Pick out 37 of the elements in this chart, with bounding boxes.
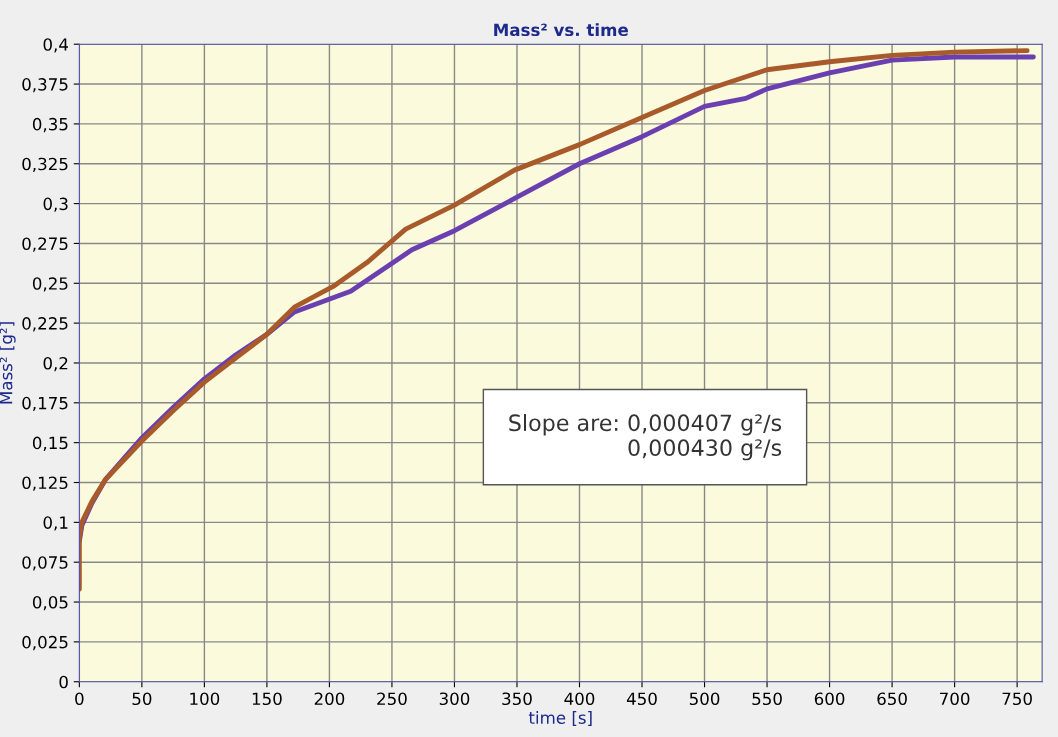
x-tick-label: 400: [564, 692, 595, 706]
x-tick-label: 550: [752, 692, 782, 706]
y-tick-label: 0,3: [43, 197, 68, 212]
y-tick-label: 0,125: [22, 476, 68, 491]
x-tick-label: 350: [502, 692, 532, 706]
y-tick-label: 0,25: [32, 277, 68, 292]
x-axis-title: time [s]: [528, 711, 592, 726]
y-tick-label: 0,2: [43, 356, 68, 372]
x-tick-label: 0: [75, 692, 84, 706]
x-tick-label: 150: [252, 692, 282, 706]
x-tick-label: 300: [439, 692, 470, 706]
x-tick-label: 200: [314, 692, 345, 706]
y-tick-label: 0,325: [22, 157, 68, 173]
x-tick-label: 250: [377, 692, 407, 706]
y-tick-label: 0,35: [32, 117, 68, 133]
x-tick-label: 600: [814, 692, 845, 706]
y-axis-title: Mass² [g²]: [0, 322, 16, 404]
y-tick-label: 0,225: [22, 317, 68, 332]
y-tick-label: 0,375: [22, 78, 68, 93]
y-tick-label: 0,4: [43, 38, 68, 53]
y-tick-label: 0,1: [43, 516, 68, 531]
x-tick-label: 450: [626, 692, 657, 706]
x-tick-label: 650: [877, 692, 907, 706]
y-tick-label: 0,15: [32, 436, 68, 451]
x-tick-label: 500: [689, 692, 720, 706]
x-tick-label: 100: [190, 692, 220, 706]
y-tick-label: 0: [59, 675, 68, 689]
y-tick-label: 0,275: [22, 237, 68, 252]
x-tick-label: 700: [940, 692, 970, 706]
y-tick-label: 0,05: [32, 596, 68, 611]
x-tick-label: 50: [132, 692, 152, 706]
y-tick-label: 0,175: [22, 396, 68, 412]
chart-title: Mass² vs. time: [494, 23, 628, 37]
annotation: Slope are: 0,000407 g²/s 0,000430 g²/s: [509, 413, 782, 461]
y-tick-label: 0,075: [22, 556, 68, 571]
x-tick-label: 750: [1002, 692, 1032, 706]
y-tick-label: 0,025: [22, 635, 68, 651]
